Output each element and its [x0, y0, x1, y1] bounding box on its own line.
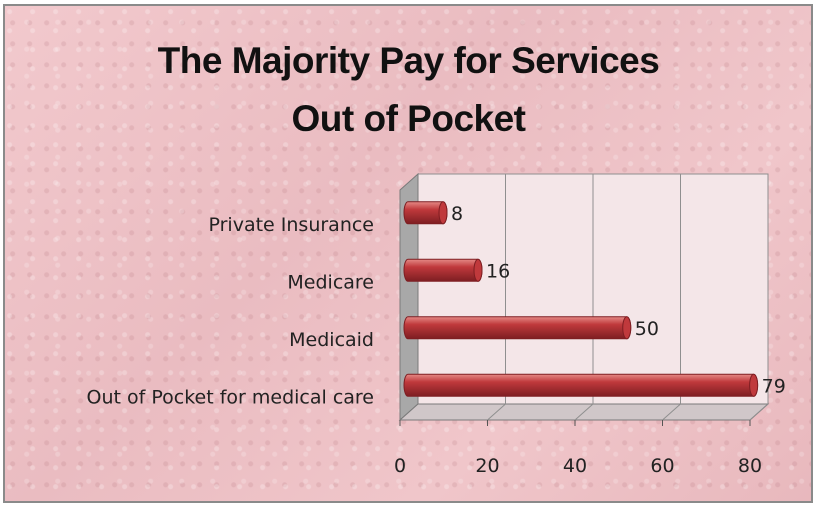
bar-cap — [473, 258, 483, 282]
bar-cap — [749, 373, 759, 397]
x-tick-label: 0 — [394, 455, 406, 477]
bar — [403, 373, 759, 397]
data-label: 16 — [486, 260, 510, 282]
bar-cap — [438, 201, 448, 225]
data-label: 50 — [635, 318, 659, 340]
category-label: Private Insurance — [209, 214, 375, 236]
bar-body — [403, 258, 483, 282]
bar-body — [403, 316, 632, 340]
bar — [403, 258, 483, 282]
x-tick-label: 40 — [563, 455, 587, 477]
bar-series — [403, 201, 759, 397]
gridlines — [399, 174, 769, 426]
bar-body — [403, 373, 759, 397]
gridline-floor — [749, 403, 769, 421]
category-label: Out of Pocket for medical care — [87, 386, 374, 408]
category-label: Medicaid — [289, 329, 374, 351]
x-tick-label: 80 — [738, 455, 762, 477]
bar-cap — [622, 316, 632, 340]
bar — [403, 316, 632, 340]
gridline-floor — [662, 403, 681, 421]
data-label: 79 — [762, 375, 786, 397]
labels: 0 20 40 60 80 Private Insurance 8 Medicare 16 Med… — [87, 203, 786, 477]
gridline-floor — [487, 403, 506, 421]
gridline-floor — [574, 403, 594, 421]
bar — [403, 201, 448, 225]
chart-title-line-2: Out of Pocket — [291, 98, 526, 139]
category-label: Medicare — [287, 271, 374, 293]
chart-title-line-1: The Majority Pay for Services — [157, 40, 660, 81]
data-label: 8 — [451, 203, 463, 225]
x-tick-label: 20 — [475, 455, 499, 477]
x-tick-label: 60 — [650, 455, 674, 477]
